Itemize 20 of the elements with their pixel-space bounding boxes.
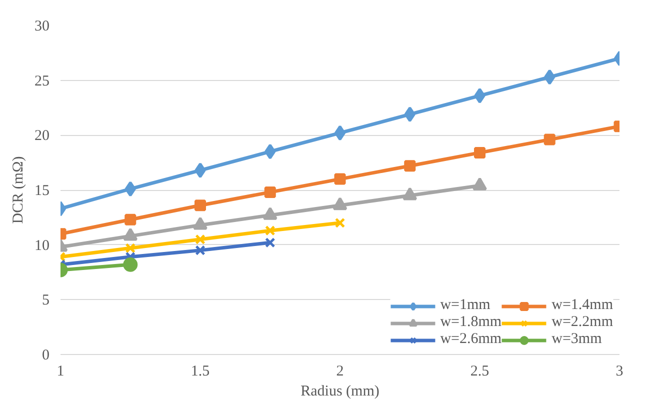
x-tick-label: 1 <box>56 364 64 380</box>
y-tick-label: 25 <box>34 73 50 90</box>
x-tick-label: 3 <box>616 364 624 380</box>
y-axis-title: DCR (mΩ) <box>10 156 26 224</box>
x-axis-title: Radius (mm) <box>300 384 380 400</box>
legend-label: w=1.4mm <box>552 297 613 314</box>
legend-label: w=2.6mm <box>440 331 502 348</box>
y-tick-label: 30 <box>34 18 50 34</box>
x-tick-label: 2.5 <box>470 364 490 380</box>
legend-label: w=2.2mm <box>552 314 613 331</box>
y-tick-label: 0 <box>42 348 50 364</box>
x-tick-label: 1.5 <box>190 364 210 380</box>
legend-label: w=3mm <box>552 331 602 348</box>
legend-label: w=1.8mm <box>440 314 502 331</box>
x-tick-label: 2 <box>336 364 344 380</box>
y-tick-label: 15 <box>34 183 50 199</box>
y-tick-label: 5 <box>42 292 50 309</box>
y-tick-label: 20 <box>34 128 50 144</box>
legend-label: w=1mm <box>440 297 490 314</box>
y-tick-label: 10 <box>34 238 50 254</box>
